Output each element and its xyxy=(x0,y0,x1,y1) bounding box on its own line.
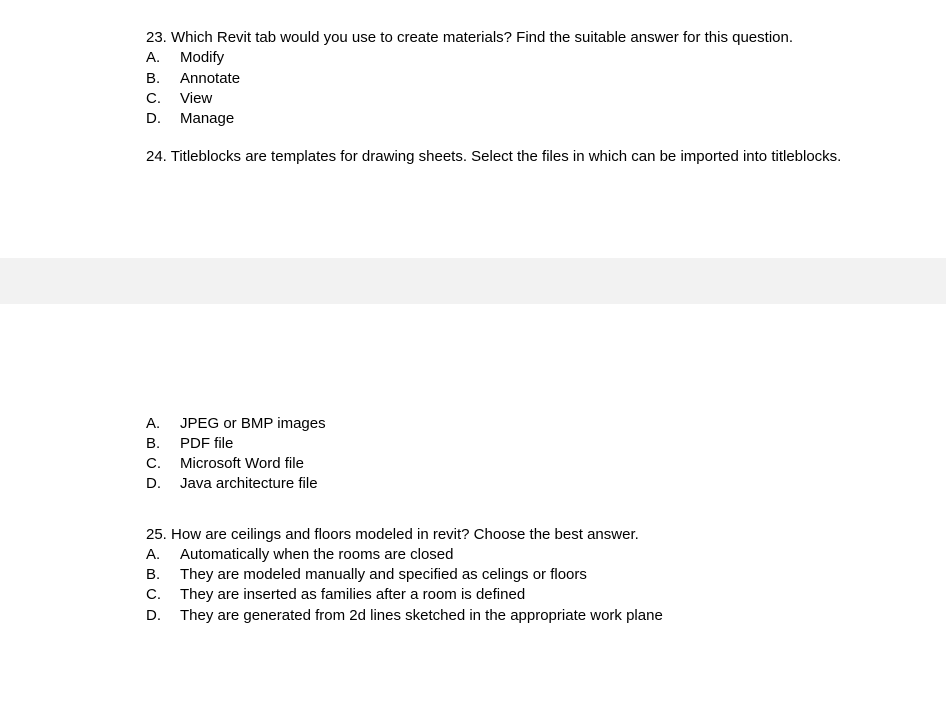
option-text: Microsoft Word file xyxy=(180,454,304,474)
page-gap-band xyxy=(0,258,946,304)
q23-option-b: B. Annotate xyxy=(146,69,886,89)
option-letter: D. xyxy=(146,606,180,626)
option-letter: C. xyxy=(146,454,180,474)
mid-whitespace xyxy=(0,304,946,414)
option-text: JPEG or BMP images xyxy=(180,414,326,434)
q23-prompt: 23. Which Revit tab would you use to cre… xyxy=(146,28,886,48)
option-letter: B. xyxy=(146,434,180,454)
option-letter: B. xyxy=(146,69,180,89)
page-lower: A. JPEG or BMP images B. PDF file C. Mic… xyxy=(0,304,946,646)
option-letter: A. xyxy=(146,414,180,434)
option-text: Modify xyxy=(180,48,224,68)
q24-prompt: 24. Titleblocks are templates for drawin… xyxy=(146,147,886,167)
top-content: 23. Which Revit tab would you use to cre… xyxy=(0,0,946,258)
q24-option-a: A. JPEG or BMP images xyxy=(146,414,886,434)
option-letter: A. xyxy=(146,545,180,565)
option-letter: D. xyxy=(146,474,180,494)
option-text: They are generated from 2d lines sketche… xyxy=(180,606,663,626)
option-letter: C. xyxy=(146,585,180,605)
option-letter: C. xyxy=(146,89,180,109)
option-text: They are modeled manually and specified … xyxy=(180,565,587,585)
option-letter: B. xyxy=(146,565,180,585)
option-text: They are inserted as families after a ro… xyxy=(180,585,525,605)
option-letter: A. xyxy=(146,48,180,68)
q23-option-a: A. Modify xyxy=(146,48,886,68)
option-text: View xyxy=(180,89,212,109)
option-text: Annotate xyxy=(180,69,240,89)
option-text: Automatically when the rooms are closed xyxy=(180,545,453,565)
q24-option-d: D. Java architecture file xyxy=(146,474,886,494)
q23-option-d: D. Manage xyxy=(146,109,886,129)
option-text: Java architecture file xyxy=(180,474,318,494)
q24-option-b: B. PDF file xyxy=(146,434,886,454)
option-text: Manage xyxy=(180,109,234,129)
option-letter: D. xyxy=(146,109,180,129)
q25-option-b: B. They are modeled manually and specifi… xyxy=(146,565,886,585)
q25-option-c: C. They are inserted as families after a… xyxy=(146,585,886,605)
q25-option-a: A. Automatically when the rooms are clos… xyxy=(146,545,886,565)
bottom-content: A. JPEG or BMP images B. PDF file C. Mic… xyxy=(0,414,946,646)
page-upper: 23. Which Revit tab would you use to cre… xyxy=(0,0,946,258)
q24-option-c: C. Microsoft Word file xyxy=(146,454,886,474)
q25-prompt: 25. How are ceilings and floors modeled … xyxy=(146,525,886,545)
q23-option-c: C. View xyxy=(146,89,886,109)
option-text: PDF file xyxy=(180,434,233,454)
q25-option-d: D. They are generated from 2d lines sket… xyxy=(146,606,886,626)
